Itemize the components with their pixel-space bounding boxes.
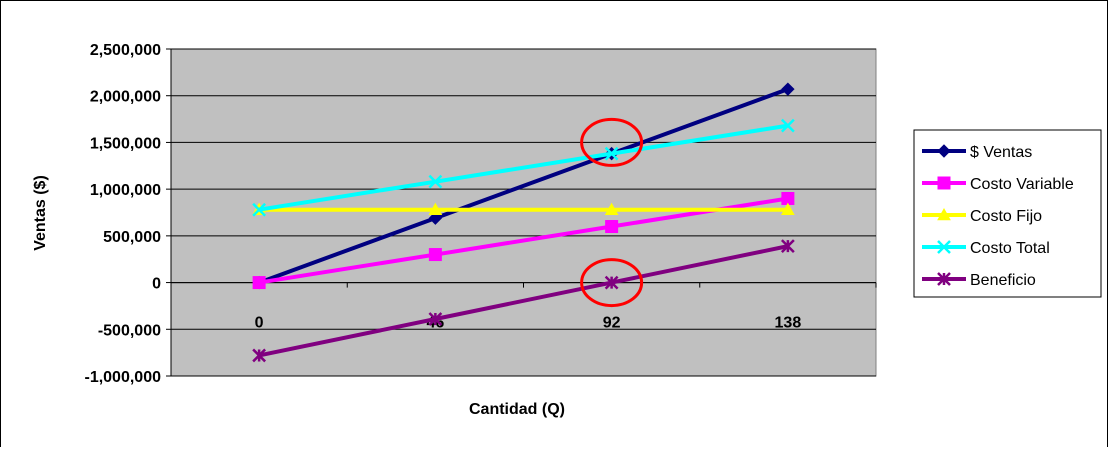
x-axis-title: Cantidad (Q) — [469, 401, 565, 418]
legend-label: Costo Total — [970, 240, 1050, 257]
series-costo-total — [252, 118, 795, 217]
data-point — [604, 202, 619, 215]
annotations — [580, 117, 644, 308]
data-point — [937, 240, 951, 254]
data-point — [781, 202, 795, 215]
data-point — [937, 207, 951, 221]
data-point — [937, 176, 951, 190]
series-costo-variable — [252, 191, 795, 290]
y-tick-label: -500,000 — [98, 322, 161, 339]
y-tick-label: 500,000 — [103, 229, 161, 246]
data-point — [428, 211, 443, 225]
data-point — [937, 272, 951, 286]
y-axis-ticks: -1,000,000 -500,000 0 500,000 1,000,000 1,500… — [84, 42, 172, 386]
data-point — [252, 202, 267, 217]
data-point — [428, 174, 443, 189]
series-line — [258, 123, 789, 212]
data-point — [428, 312, 443, 326]
data-point — [252, 348, 267, 363]
data-point — [937, 144, 951, 158]
series-costo-fijo — [252, 202, 795, 215]
y-tick-label: 2,500,000 — [90, 42, 161, 59]
data-point — [780, 118, 795, 133]
legend-item: Costo Variable — [922, 176, 1074, 193]
data-point — [252, 276, 266, 290]
data-point — [780, 239, 795, 254]
legend-label: $ Ventas — [970, 144, 1032, 161]
series-line — [258, 244, 789, 358]
legend-item: Costo Fijo — [922, 207, 1042, 225]
series-line — [258, 196, 789, 285]
y-tick-label: 0 — [152, 276, 161, 293]
series-line — [258, 87, 789, 285]
data-point — [428, 202, 443, 215]
x-tick-label: 0 — [255, 315, 264, 332]
annotation-circle — [580, 117, 644, 167]
legend-label: Beneficio — [970, 272, 1036, 289]
legend-label: Costo Fijo — [970, 208, 1042, 225]
y-axis-title: Ventas ($) — [32, 175, 49, 251]
annotation-circle — [580, 258, 644, 308]
series-lines — [252, 82, 795, 363]
data-point — [605, 220, 619, 234]
legend-label: Costo Variable — [970, 176, 1074, 193]
y-tick-label: 1,000,000 — [90, 182, 161, 199]
legend-item: Costo Total — [922, 240, 1050, 257]
data-point — [428, 248, 442, 262]
legend: $ Ventas Costo Variable Costo Fijo Costo To… — [913, 129, 1102, 298]
y-tick-label: -1,000,000 — [84, 369, 161, 386]
data-point — [781, 82, 795, 96]
y-tick-label: 2,000,000 — [90, 89, 161, 106]
x-tick-label: 138 — [775, 315, 802, 332]
plot-area — [170, 48, 877, 377]
legend-item: Beneficio — [922, 272, 1036, 289]
series-beneficio — [252, 239, 795, 363]
y-tick-label: 1,500,000 — [90, 135, 161, 152]
data-point — [604, 275, 619, 290]
x-axis: 0 46 92 138 — [170, 282, 877, 332]
x-tick-label: 92 — [603, 315, 621, 332]
data-point — [604, 146, 619, 161]
legend-item: $ Ventas — [922, 144, 1032, 161]
